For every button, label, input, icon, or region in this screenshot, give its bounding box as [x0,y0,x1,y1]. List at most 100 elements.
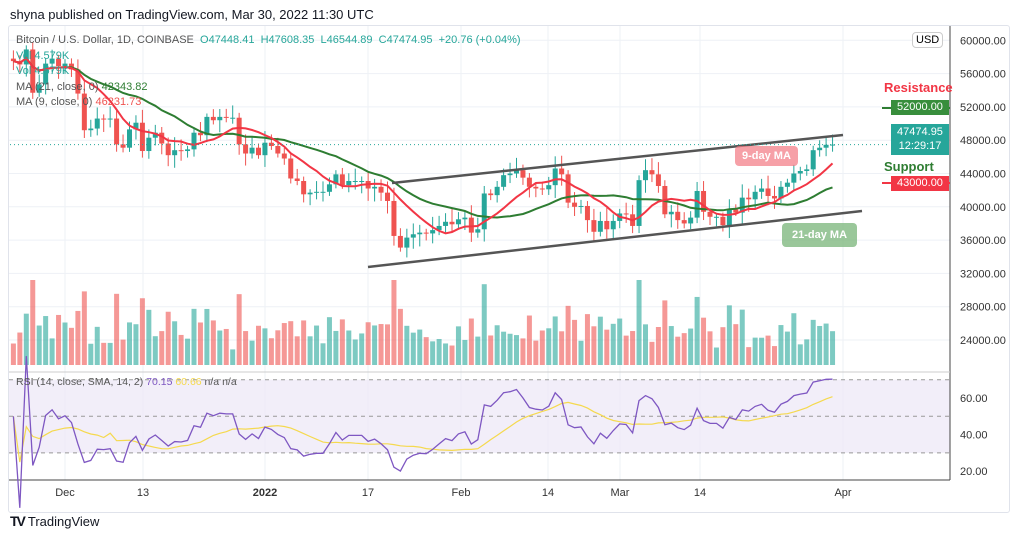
candle-body [604,220,610,230]
candle-body [623,213,629,215]
candle-body [791,173,797,183]
volume-bar [597,316,603,365]
volume-bar [204,308,210,365]
time-tick: 17 [362,487,374,499]
volume-bar [30,280,36,365]
price-tick: 36000.00 [960,235,1006,247]
candle-body [346,180,352,186]
candle-body [410,234,416,238]
volume-bar [301,320,307,365]
candle-body [204,116,210,136]
candle-body [720,216,726,226]
na-value-2: n/a [222,376,237,388]
volume-bar [630,331,636,365]
volume-bar [172,321,178,365]
candle-body [385,192,390,201]
currency-button[interactable]: USD [912,32,944,48]
candle-body [88,128,94,131]
rsi-line [12,356,833,508]
time-tick: 14 [542,487,554,499]
low-value: L46544.89 [320,34,373,46]
candle-body [165,143,171,156]
candle-body [423,232,429,234]
volume-bar [372,325,378,365]
volume-bar [720,327,726,365]
ma21-callout: 21-day MA [782,223,858,247]
volume-bar [455,326,461,365]
candle-body [120,144,126,148]
candle-body [675,211,681,221]
volume-bar [810,319,816,365]
candle-body [688,217,694,224]
candle-body [830,144,836,146]
volume-bar [397,308,403,365]
ma9-line [13,56,834,235]
volume-bar [288,321,294,365]
candle-body [23,49,29,65]
candle-body [114,118,120,145]
symbol-label[interactable]: Bitcoin / U.S. Dollar, 1D, COINBASE [16,34,194,46]
candle-body [449,221,455,225]
candle-body [784,182,790,187]
volume-bar [236,294,242,365]
candle-body [804,169,810,172]
volume-bar [546,328,552,365]
volume-bar [488,335,494,365]
volume-bar [668,326,674,365]
volume-bar [133,324,139,365]
volume-bar [733,324,739,365]
volume-bar [681,333,687,365]
volume-bar [662,300,668,365]
volume-bar [636,280,642,365]
volume-bar [449,345,455,365]
candle-body [733,209,739,213]
volume-bar [385,324,390,365]
support-label: Support [884,159,934,174]
volume-bar [359,333,365,365]
candle-body [707,211,713,217]
volume-bar [339,319,345,365]
candle-body [739,197,745,213]
candle-body [475,229,481,233]
tradingview-logo[interactable]: TV TradingView [10,513,99,529]
candle-body [610,220,616,230]
candle-body [223,116,229,118]
volume-bar [165,311,171,365]
volume-bar [759,337,765,365]
volume-bar [572,319,578,365]
volume-bar [49,338,55,365]
volume-bar [623,335,629,365]
volume-bar [823,323,829,365]
volume-bar [75,310,81,365]
volume-bar [423,337,429,365]
volume-bar [120,339,126,365]
time-tick: Feb [452,487,471,499]
candle-body [430,230,436,234]
volume-bar [784,331,790,365]
volume-bar [62,322,68,365]
ma9-label: MA (9, close, 0) [16,96,93,108]
candle-body [127,129,132,148]
volume-bar [649,341,655,365]
rsi-tick: 40.00 [960,430,988,442]
candle-body [197,132,203,136]
ma9-callout: 9-day MA [735,146,798,166]
tv-logo-icon: TV [10,513,26,529]
candle-body [559,168,565,175]
time-tick: 14 [694,487,706,499]
volume-bar [365,322,371,365]
volume-bar [578,340,584,365]
volume-bar [333,330,339,365]
volume-bar [159,331,165,365]
candle-body [159,132,165,144]
volume-bar [772,346,777,365]
rsi-label: RSI (14, close, SMA, 14, 2) [16,376,144,388]
candle-body [94,118,100,129]
channel-lower-line [367,209,863,269]
volume-bar [791,313,797,365]
candle-body [597,220,603,232]
candle-body [436,225,442,231]
volume-bar [643,324,648,365]
candle-body [133,122,139,130]
